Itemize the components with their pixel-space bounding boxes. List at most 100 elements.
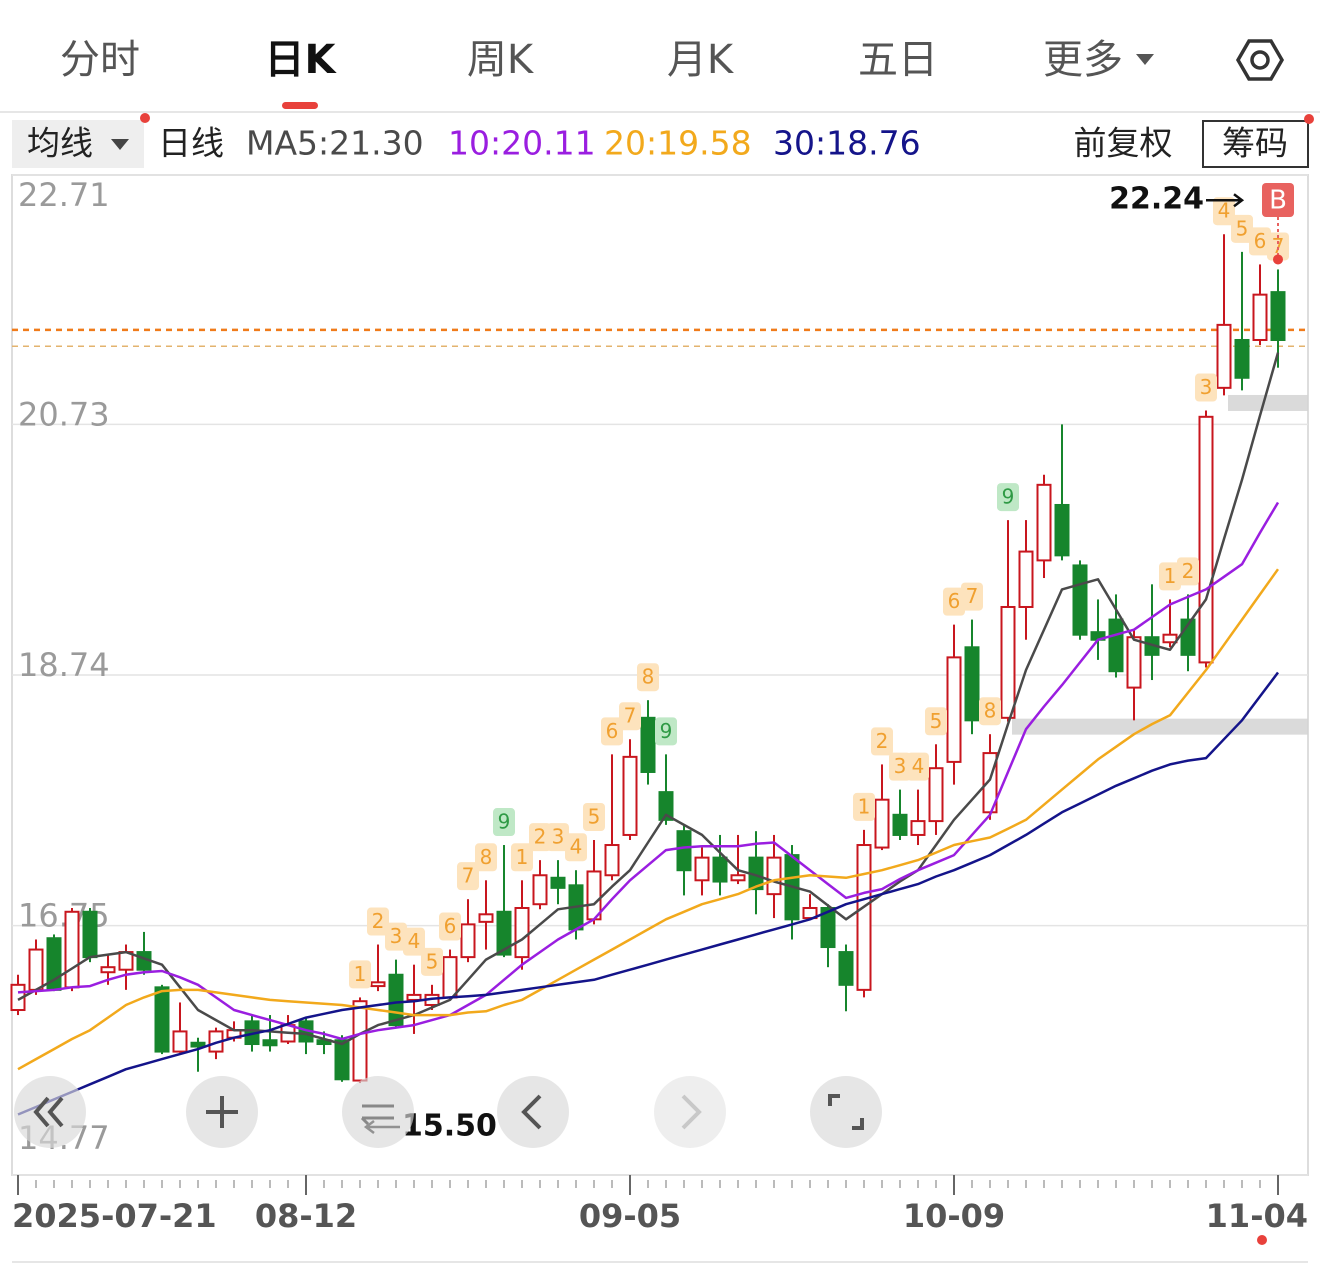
chips-button-bg[interactable] [1202, 120, 1309, 168]
x-tick-label: 11-04 [1206, 1197, 1308, 1235]
period-label: 日线 [158, 124, 224, 163]
td-count: 8 [480, 845, 493, 869]
candle-body [172, 1030, 188, 1053]
td-count: 6 [1254, 229, 1267, 253]
candle-body [874, 798, 890, 849]
x-tick-label: 08-12 [255, 1197, 357, 1235]
adjust-label[interactable]: 前复权 [1074, 124, 1173, 163]
tab-label[interactable]: 分时 [60, 37, 140, 83]
candle-body [730, 874, 746, 882]
ma-line [17, 352, 1280, 1046]
chart-controls [14, 1076, 882, 1148]
td-count: 5 [930, 709, 943, 733]
td-count: 7 [462, 864, 475, 888]
support-level [1012, 718, 1308, 735]
tab-label[interactable]: 月K [667, 37, 735, 83]
td-count: 3 [390, 924, 403, 948]
chips-button[interactable]: 筹码 [1222, 124, 1288, 163]
candle-body [622, 755, 638, 836]
candle-body [514, 906, 530, 959]
button-icon [521, 1094, 542, 1130]
candle-body [190, 1041, 206, 1048]
td-count: 9 [660, 719, 673, 743]
td-badge [997, 483, 1019, 512]
tab-label[interactable]: 五日 [858, 37, 938, 83]
ma-caret [111, 139, 129, 150]
ma-line [17, 568, 1280, 1071]
td-count: 3 [552, 825, 565, 849]
plot-area: 22.7120.7318.7416.7514.772025-07-2108-12… [10, 174, 1308, 1235]
candle-body [532, 874, 548, 906]
candle-body [64, 910, 80, 989]
td-count: 8 [642, 665, 655, 689]
td-count: 4 [912, 754, 925, 778]
candle-body [964, 646, 980, 722]
high-label: 22.24 [1109, 182, 1204, 217]
zoom-in-button[interactable] [186, 1076, 258, 1148]
settings-hexagon [1235, 39, 1285, 81]
candle-body [1036, 483, 1052, 562]
ma-button[interactable]: 均线 [27, 124, 93, 163]
td-badge [457, 862, 479, 891]
td-badge [547, 823, 569, 852]
candle-body [28, 948, 44, 991]
td-count: 3 [1200, 375, 1213, 399]
low-label: 15.50 [402, 1109, 497, 1144]
candle-body [676, 830, 692, 872]
td-count: 8 [984, 699, 997, 723]
candle-body [1252, 293, 1268, 341]
td-badge [1195, 373, 1217, 402]
td-count: 5 [426, 949, 439, 973]
td-badge [565, 833, 587, 862]
td-badge [889, 752, 911, 781]
y-tick-label: 20.73 [18, 395, 110, 433]
candle-body [406, 993, 422, 1001]
td-badge [619, 702, 641, 731]
td-count: 9 [1002, 485, 1015, 509]
scroll-start-button[interactable] [14, 1076, 86, 1148]
candle-body [82, 910, 98, 959]
tab-label[interactable]: 日K [265, 37, 338, 83]
candle-body [460, 923, 476, 959]
td-badge [943, 587, 965, 616]
ma-legend: 20:19.58 [604, 124, 752, 163]
td-count: 7 [1272, 234, 1285, 258]
candle-body [1216, 323, 1232, 389]
ma-line [17, 501, 1280, 1041]
td-badge [1213, 197, 1235, 226]
button-bg [497, 1076, 569, 1148]
td-count: 3 [894, 754, 907, 778]
td-badge [601, 717, 623, 746]
more-caret[interactable] [1136, 54, 1154, 65]
td-count: 2 [372, 909, 385, 933]
candle-body [712, 856, 728, 883]
candle-body [1270, 291, 1286, 341]
fullscreen-button[interactable] [810, 1076, 882, 1148]
settings-icon[interactable] [1235, 39, 1285, 81]
td-badge [1249, 227, 1271, 256]
candle-body [1054, 503, 1070, 557]
tab-label[interactable]: 更多 [1043, 37, 1123, 83]
td-badge [637, 663, 659, 692]
tab-label[interactable]: 周K [467, 37, 535, 83]
candle-body [838, 951, 854, 986]
candle-body [1018, 550, 1034, 608]
td-count: 2 [534, 825, 547, 849]
td-count: 6 [606, 719, 619, 743]
candle-body [262, 1039, 278, 1047]
candle-body [946, 656, 962, 763]
td-count: 5 [588, 804, 601, 828]
td-badge [925, 707, 947, 736]
td-badge [367, 907, 389, 936]
candle-body [1108, 618, 1124, 673]
td-badge [961, 582, 983, 611]
zoom-out-button[interactable] [342, 1076, 414, 1148]
td-count: 1 [516, 845, 529, 869]
next-button[interactable] [654, 1076, 726, 1148]
prev-button[interactable] [497, 1076, 569, 1148]
candle-body [370, 981, 386, 988]
ma-legend: MA5:21.30 [246, 124, 424, 163]
buy-badge [1262, 183, 1294, 217]
